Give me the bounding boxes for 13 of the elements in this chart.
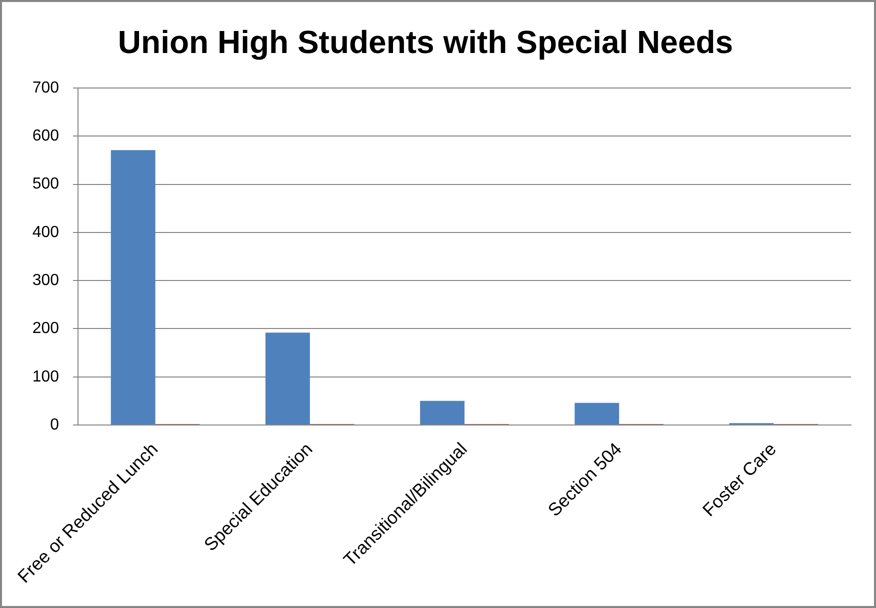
bar xyxy=(420,400,465,424)
bar xyxy=(265,332,310,424)
y-tick-label: 0 xyxy=(50,416,60,434)
y-tick-label: 500 xyxy=(32,176,60,193)
y-tick-label: 600 xyxy=(32,128,60,145)
y-tick-label: 400 xyxy=(32,224,60,241)
y-tick-label: 100 xyxy=(32,368,60,386)
chart-title: Union High Students with Special Needs xyxy=(118,24,734,60)
y-tick-label: 300 xyxy=(32,272,60,289)
bar xyxy=(110,150,156,424)
y-tick-label: 700 xyxy=(32,79,60,96)
bar xyxy=(574,402,620,424)
y-tick-label: 200 xyxy=(32,320,60,338)
